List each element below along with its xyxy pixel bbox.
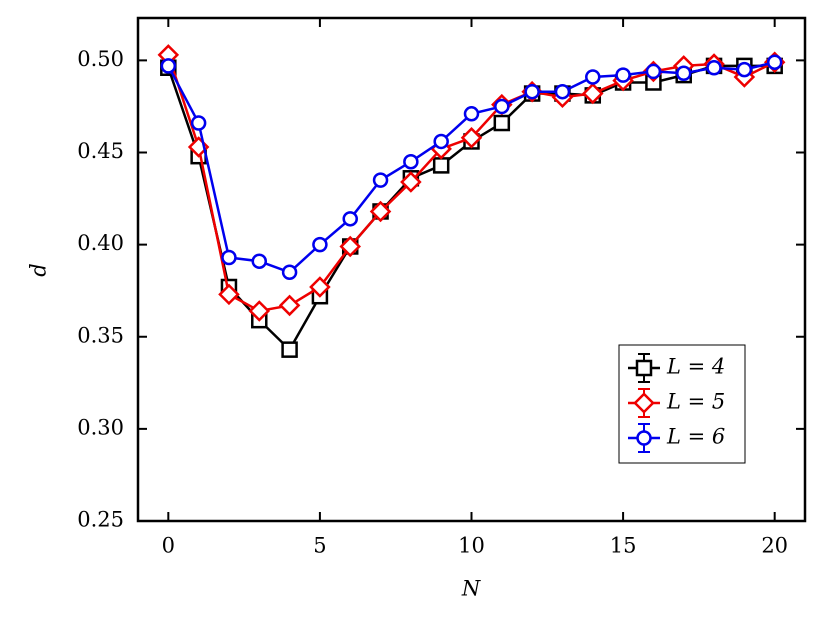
- marker: [278, 294, 301, 317]
- marker: [400, 171, 422, 193]
- series-line: [167, 54, 776, 313]
- marker: [524, 83, 540, 100]
- marker: [636, 430, 652, 446]
- marker: [372, 172, 389, 188]
- marker: [281, 264, 298, 281]
- marker: [342, 211, 358, 227]
- plot-frame: [136, 16, 807, 523]
- marker: [218, 283, 240, 306]
- marker: [432, 157, 450, 174]
- marker: [312, 236, 328, 253]
- marker: [160, 58, 177, 74]
- marker: [369, 200, 392, 223]
- y-axis-label: d: [27, 263, 51, 276]
- marker: [309, 276, 331, 298]
- legend-label: L = 4: [666, 355, 725, 379]
- legend: L = 4 L = 5 L = 6: [618, 344, 746, 464]
- y-tick-label: 0.30: [77, 415, 124, 439]
- marker: [635, 359, 653, 377]
- legend-label: L = 5: [666, 390, 725, 414]
- x-tick-label: 15: [610, 534, 637, 558]
- x-tick-label: 20: [761, 534, 788, 558]
- x-tick-label: 10: [458, 534, 485, 558]
- marker: [460, 126, 483, 149]
- y-tick-label: 0.25: [77, 508, 124, 532]
- marker: [433, 133, 449, 150]
- marker: [554, 83, 571, 100]
- marker: [190, 115, 207, 131]
- y-tick-label: 0.50: [77, 47, 124, 71]
- x-axis-label: N: [461, 577, 481, 601]
- legend-label: L = 6: [666, 425, 725, 449]
- marker: [248, 300, 271, 322]
- marker: [281, 341, 298, 358]
- marker: [251, 253, 268, 269]
- marker: [582, 82, 604, 105]
- y-tick-label: 0.40: [77, 231, 124, 255]
- marker: [645, 63, 662, 80]
- marker: [494, 98, 510, 115]
- marker: [766, 54, 783, 70]
- marker: [706, 59, 722, 76]
- series-line: [167, 61, 775, 274]
- marker: [675, 65, 692, 82]
- marker: [403, 153, 419, 170]
- marker: [463, 106, 480, 122]
- marker: [221, 249, 237, 266]
- marker: [585, 69, 601, 85]
- marker: [615, 67, 631, 83]
- y-tick-label: 0.45: [77, 139, 124, 163]
- marker: [339, 235, 361, 258]
- x-tick-label: 5: [313, 534, 326, 558]
- marker: [493, 114, 511, 132]
- marker: [633, 392, 655, 414]
- marker: [736, 61, 753, 78]
- y-tick-label: 0.35: [77, 323, 124, 347]
- x-tick-label: 0: [162, 534, 175, 558]
